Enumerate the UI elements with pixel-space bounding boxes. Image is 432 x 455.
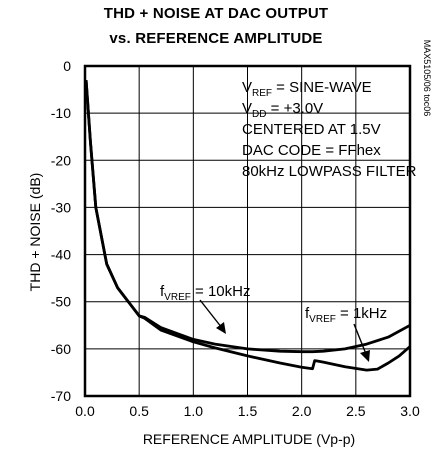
annotation-vref: VREF = SINE-WAVE bbox=[242, 79, 372, 99]
chart-title-line-2: vs. REFERENCE AMPLITUDE bbox=[109, 30, 323, 47]
series-label-1khz: fVREF = 1kHz bbox=[305, 305, 387, 325]
annotation-centered: CENTERED AT 1.5V bbox=[242, 121, 381, 138]
series-label-10khz: fVREF = 10kHz bbox=[160, 283, 250, 303]
x-tick-label: 0.0 bbox=[75, 403, 95, 419]
series-lines bbox=[84, 80, 411, 372]
arrow-1khz bbox=[353, 323, 370, 362]
y-tick-label: -50 bbox=[51, 294, 71, 310]
x-tick-label: 3.0 bbox=[400, 403, 420, 419]
x-tick-label: 1.0 bbox=[184, 403, 204, 419]
figure-id-label: MAX5105/06 toc06 bbox=[422, 40, 432, 117]
annotation-dac-code: DAC CODE = FFhex bbox=[242, 142, 381, 159]
x-tick-label: 1.5 bbox=[238, 403, 258, 419]
y-tick-label: 0 bbox=[63, 58, 71, 74]
arrow-10khz bbox=[199, 299, 226, 334]
plot-frame bbox=[83, 64, 412, 398]
y-tick-label: -30 bbox=[51, 199, 71, 215]
x-tick-label: 2.0 bbox=[292, 403, 312, 419]
y-tick-label: -70 bbox=[51, 388, 71, 404]
x-tick-labels: 0.0 0.5 1.0 1.5 2.0 2.5 3.0 bbox=[75, 403, 420, 419]
y-tick-label: -60 bbox=[51, 341, 71, 357]
annotation-vdd: VDD = +3.0V bbox=[242, 100, 323, 120]
x-tick-label: 0.5 bbox=[129, 403, 149, 419]
series-line-1 bbox=[84, 80, 411, 372]
x-tick-label: 2.5 bbox=[346, 403, 366, 419]
y-tick-label: -10 bbox=[51, 105, 71, 121]
annotation-filter: 80kHz LOWPASS FILTER bbox=[242, 163, 417, 180]
x-axis-label: REFERENCE AMPLITUDE (Vp-p) bbox=[143, 431, 355, 447]
y-tick-labels: 0 -10 -20 -30 -40 -50 -60 -70 bbox=[51, 58, 71, 404]
chart-title-line-1: THD + NOISE AT DAC OUTPUT bbox=[103, 5, 329, 22]
y-axis-label: THD + NOISE (dB) bbox=[27, 173, 43, 292]
y-tick-label: -40 bbox=[51, 247, 71, 263]
y-tick-label: -20 bbox=[51, 152, 71, 168]
